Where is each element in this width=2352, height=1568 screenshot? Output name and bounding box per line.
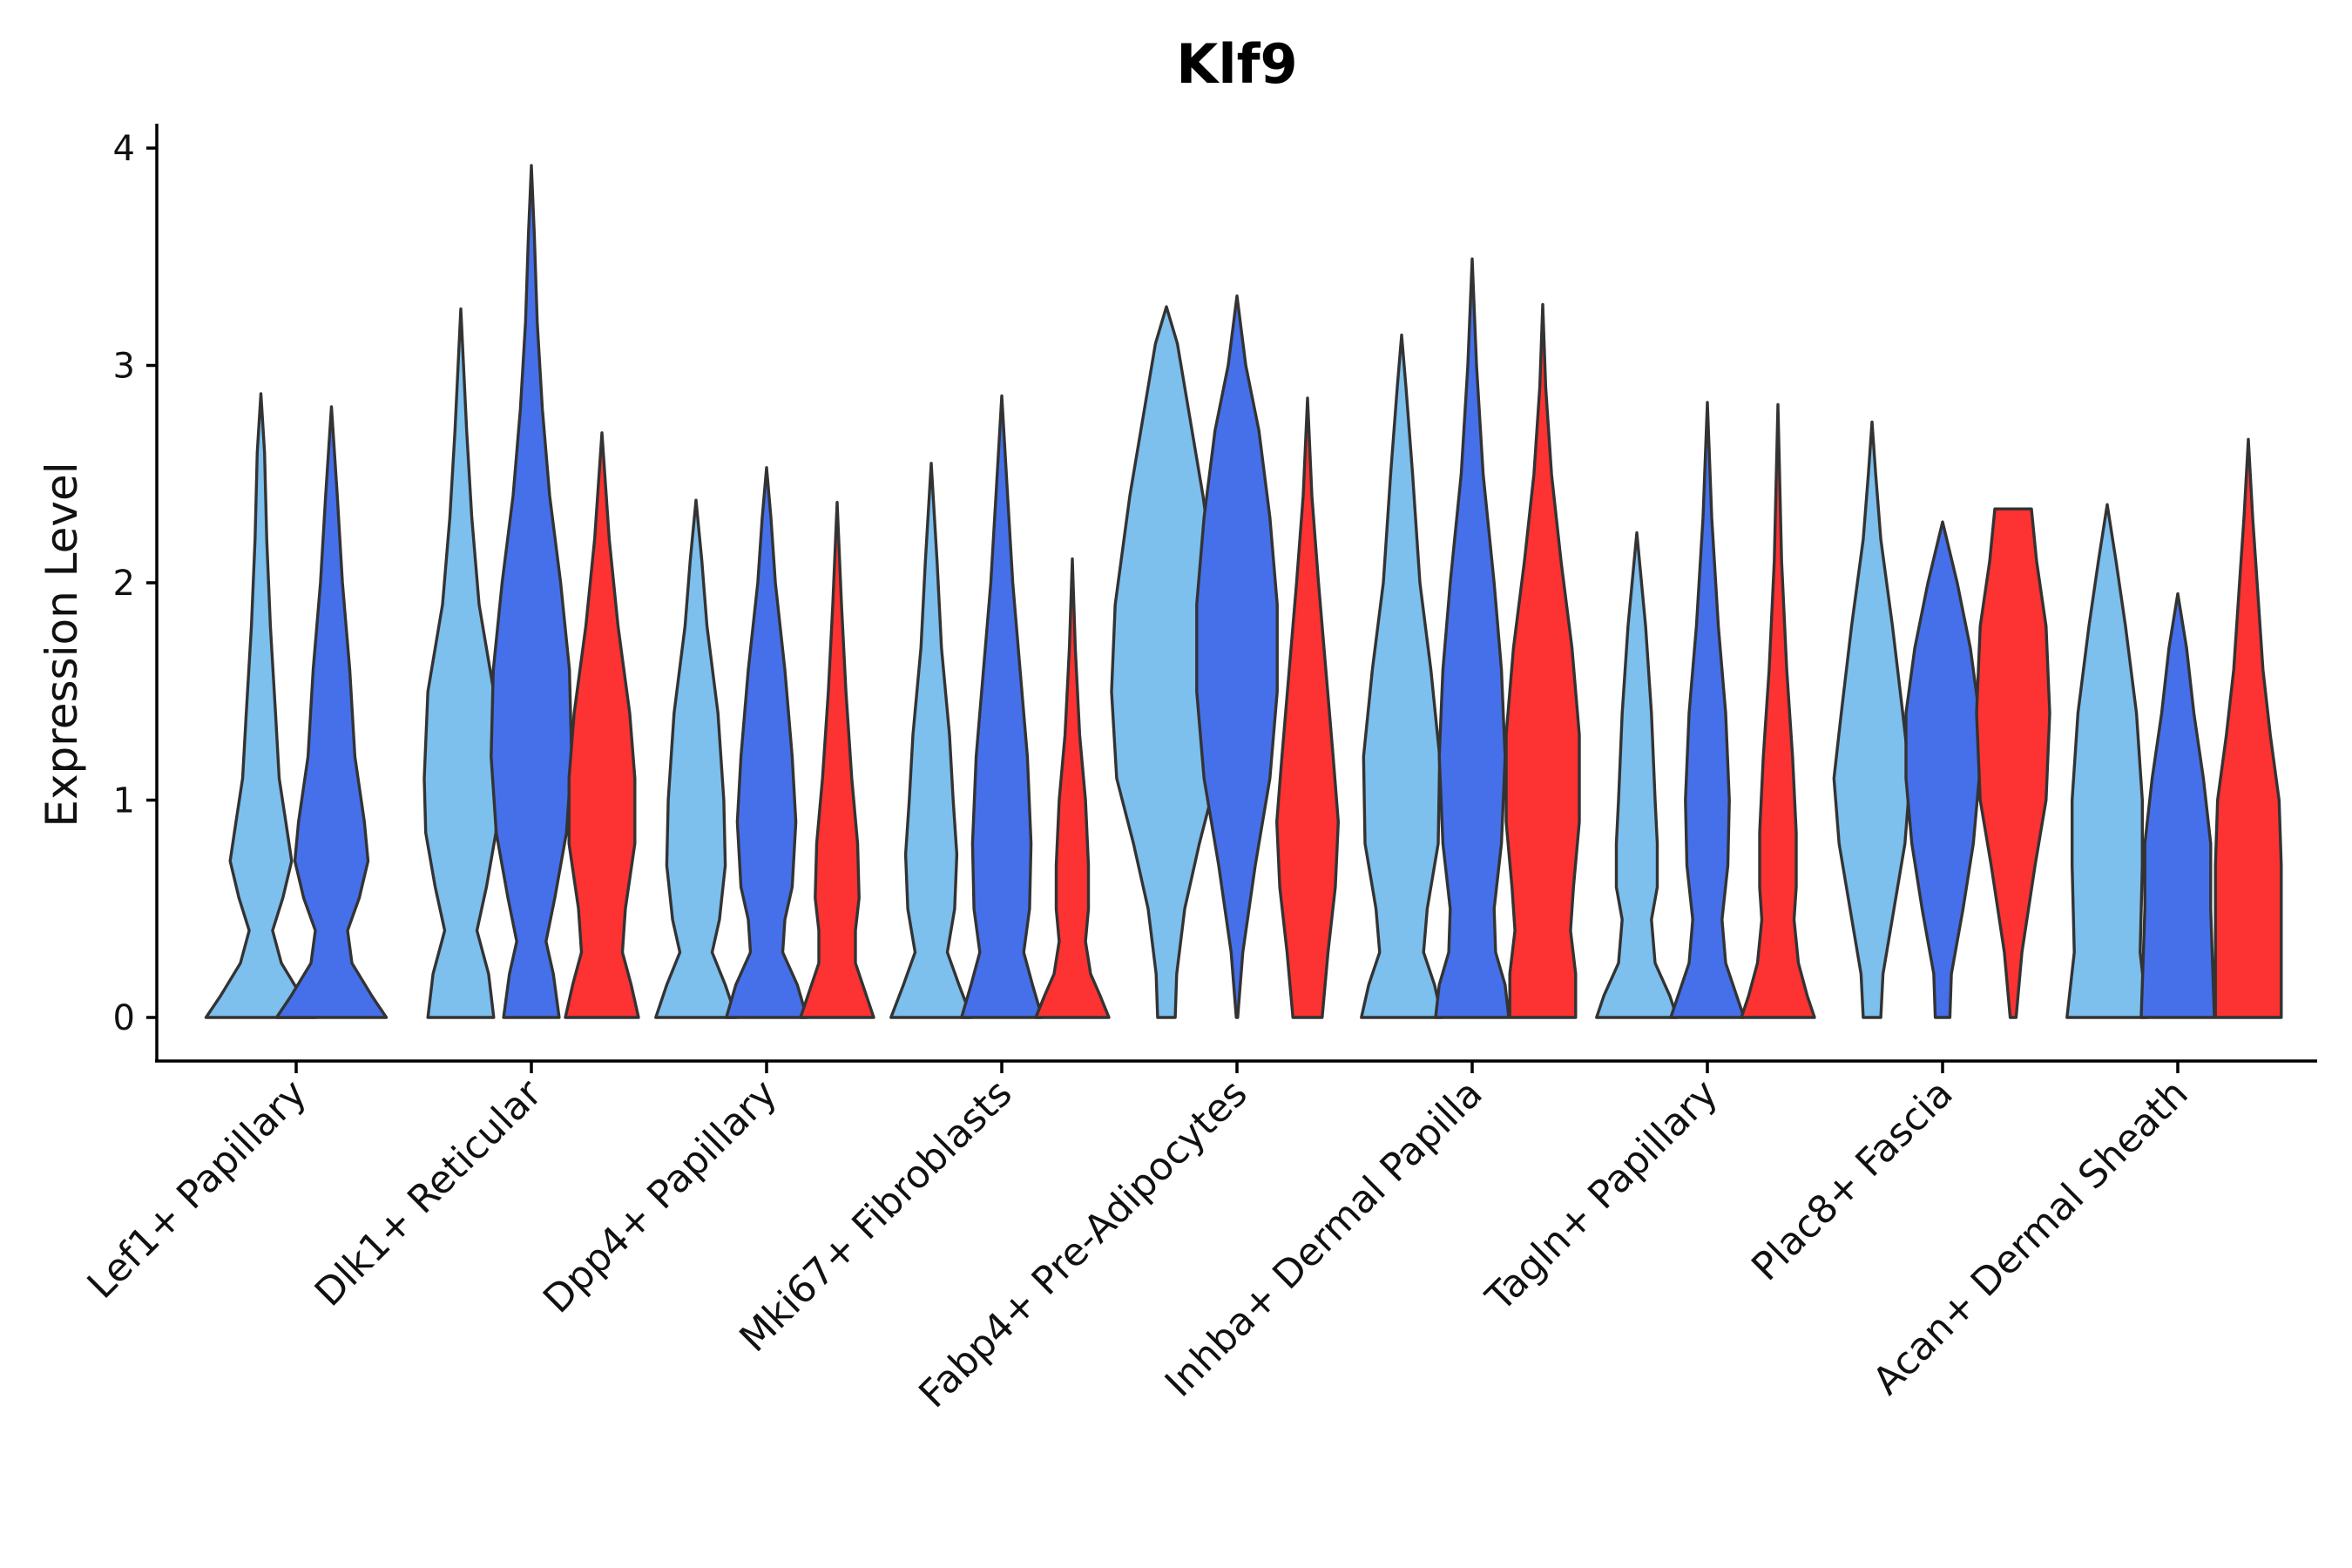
violin-group-1-cat-2 [654, 498, 738, 1019]
y-axis-label: Expression Level [37, 462, 87, 827]
violin-group-2-cat-2 [725, 466, 808, 1019]
violin-group-3-cat-6 [1740, 402, 1816, 1019]
y-tick-label: 4 [113, 129, 135, 169]
violin-group-3-cat-1 [564, 431, 640, 1019]
violin-group-1-cat-3 [889, 462, 973, 1019]
violin-group-1-cat-8 [2065, 503, 2149, 1019]
y-tick-label: 0 [113, 998, 135, 1038]
x-tick-label: Dlk1+ Reticular [307, 1071, 551, 1315]
violin-group-2-cat-5 [1434, 257, 1511, 1019]
y-axis-ticks: 0 1 2 3 4 [113, 129, 157, 1038]
violin-group-1-cat-6 [1595, 531, 1679, 1019]
violin-group-2-cat-7 [1904, 520, 1981, 1019]
violin-group-1-cat-7 [1832, 420, 1912, 1019]
x-tick-label: Lef1+ Papillary [79, 1071, 315, 1308]
violin-group-3-cat-4 [1275, 396, 1340, 1019]
y-tick-label: 1 [113, 781, 135, 821]
violin-group-1-cat-1 [422, 307, 499, 1019]
y-tick-label: 3 [113, 347, 135, 387]
y-tick-label: 2 [113, 564, 135, 604]
x-tick-label: Plac8+ Fascia [1743, 1071, 1962, 1290]
x-tick-label: Tagln+ Papillary [1477, 1071, 1727, 1321]
violin-group-3-cat-3 [1034, 557, 1111, 1019]
violin-group-2-cat-1 [490, 164, 573, 1019]
violin-group-3-cat-5 [1504, 302, 1581, 1019]
violin-group-2-cat-8 [2139, 591, 2216, 1019]
violin-group-2-cat-6 [1669, 401, 1746, 1019]
violin-group-3-cat-8 [2213, 437, 2283, 1019]
violins-layer [204, 164, 2283, 1019]
violin-group-1-cat-5 [1360, 333, 1443, 1019]
x-tick-label: Dpp4+ Papillary [535, 1071, 786, 1322]
violin-group-2-cat-4 [1195, 294, 1279, 1019]
violin-group-3-cat-7 [1975, 507, 2051, 1019]
violin-group-2-cat-3 [960, 394, 1044, 1019]
violin-group-3-cat-2 [799, 501, 875, 1019]
violin-group-2-cat-0 [274, 405, 389, 1019]
violin-group-1-cat-4 [1110, 305, 1223, 1019]
chart-title: Klf9 [1176, 32, 1297, 96]
violin-group-1-cat-0 [204, 392, 318, 1019]
